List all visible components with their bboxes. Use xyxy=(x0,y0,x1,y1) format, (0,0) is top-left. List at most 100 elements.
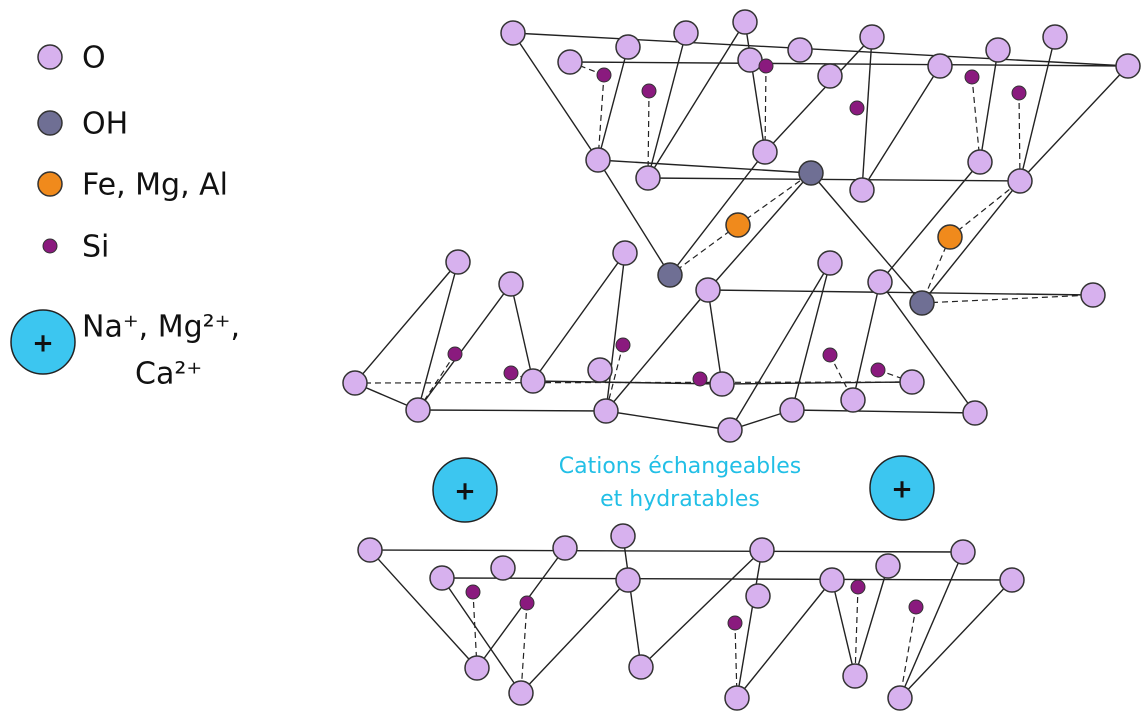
legend-si-symbol xyxy=(42,238,58,254)
oxygen-atom xyxy=(587,357,613,383)
oxygen-atom xyxy=(967,149,993,175)
legend-label: O xyxy=(82,41,106,76)
oxygen-atom xyxy=(899,369,925,395)
bond xyxy=(791,409,976,414)
oxygen-atom xyxy=(817,250,843,276)
bond xyxy=(979,49,999,163)
oxygen-atom xyxy=(612,240,638,266)
silicon-atom xyxy=(727,615,743,631)
oxygen-atom xyxy=(508,680,534,706)
oxygen-atom xyxy=(859,24,885,50)
atoms xyxy=(342,9,1141,711)
bond xyxy=(669,151,766,276)
bond xyxy=(354,261,459,384)
bond xyxy=(899,579,1013,699)
silicon-atom xyxy=(596,67,612,83)
bond xyxy=(737,172,812,226)
silicon-atom xyxy=(692,371,708,387)
bond xyxy=(764,65,767,153)
oxygen-atom xyxy=(445,249,471,275)
bond xyxy=(569,61,1129,67)
bond xyxy=(605,410,731,431)
bond xyxy=(597,159,812,174)
oxygen-atom xyxy=(745,583,771,609)
oxygen-atom xyxy=(464,655,490,681)
oxygen-atom xyxy=(357,537,383,563)
bond xyxy=(707,289,723,385)
bond xyxy=(647,32,687,179)
oxygen-atom xyxy=(405,397,431,423)
oxygen-atom xyxy=(787,37,813,63)
legend-metal-symbol xyxy=(37,171,63,197)
bond xyxy=(971,76,981,163)
bond xyxy=(512,32,599,161)
bonds xyxy=(354,21,1129,699)
oxygen-atom xyxy=(1042,24,1068,50)
hydroxyl-atom xyxy=(657,262,683,288)
bond xyxy=(861,65,941,191)
oxygen-atom xyxy=(490,555,516,581)
bond xyxy=(417,283,512,411)
oxygen-atom xyxy=(962,400,988,426)
silicon-atom xyxy=(519,595,535,611)
bond xyxy=(597,74,605,161)
oxygen-atom xyxy=(887,685,913,711)
oxygen-atom xyxy=(717,417,743,443)
cation-plus: + xyxy=(454,477,476,507)
bond xyxy=(764,36,873,153)
silicon-atom xyxy=(850,579,866,595)
oxygen-atom xyxy=(498,271,524,297)
bond xyxy=(810,172,923,304)
oxygen-atom xyxy=(867,269,893,295)
oxygen-atom xyxy=(749,537,775,563)
hydroxyl-atom xyxy=(798,160,824,186)
oxygen-atom xyxy=(1007,168,1033,194)
bond xyxy=(640,549,763,668)
oxygen-atom xyxy=(1115,53,1141,79)
oxygen-atom xyxy=(695,277,721,303)
silicon-atom xyxy=(465,584,481,600)
oxygen-atom xyxy=(709,371,735,397)
cation xyxy=(869,455,935,521)
oxygen-atom xyxy=(950,539,976,565)
legend-o-symbol xyxy=(37,44,63,70)
bond xyxy=(476,547,566,669)
bond xyxy=(597,159,671,276)
bond xyxy=(605,344,624,412)
silicon-atom xyxy=(447,346,463,362)
bond xyxy=(949,180,1021,238)
bond xyxy=(707,289,1094,296)
oxygen-atom xyxy=(673,20,699,46)
oxygen-atom xyxy=(985,37,1011,63)
hydroxyl-atom xyxy=(909,290,935,316)
bond xyxy=(417,409,607,412)
silicon-atom xyxy=(1011,85,1027,101)
bond xyxy=(647,90,650,179)
bond xyxy=(744,21,766,153)
oxygen-atom xyxy=(819,567,845,593)
oxygen-atom xyxy=(635,165,661,191)
bond xyxy=(861,36,873,191)
bond xyxy=(512,32,1129,67)
legend-label: OH xyxy=(82,107,128,142)
bond xyxy=(729,262,831,431)
oxygen-atom xyxy=(342,370,368,396)
bond xyxy=(605,289,709,412)
legend-cation-label: Ca²⁺ xyxy=(135,357,202,392)
bond xyxy=(831,579,856,677)
oxygen-atom xyxy=(875,553,901,579)
oxygen-atom xyxy=(552,535,578,561)
oxygen-atom xyxy=(842,663,868,689)
oxygen-atom xyxy=(999,567,1025,593)
oxygen-atom xyxy=(615,567,641,593)
bond xyxy=(441,577,522,694)
cation xyxy=(432,457,498,523)
oxygen-atom xyxy=(724,685,750,711)
bond xyxy=(921,294,1094,304)
bond xyxy=(369,549,964,553)
silicon-atom xyxy=(503,365,519,381)
silicon-atom xyxy=(615,337,631,353)
bond xyxy=(707,172,812,291)
oxygen-atom xyxy=(849,177,875,203)
silicon-atom xyxy=(641,83,657,99)
